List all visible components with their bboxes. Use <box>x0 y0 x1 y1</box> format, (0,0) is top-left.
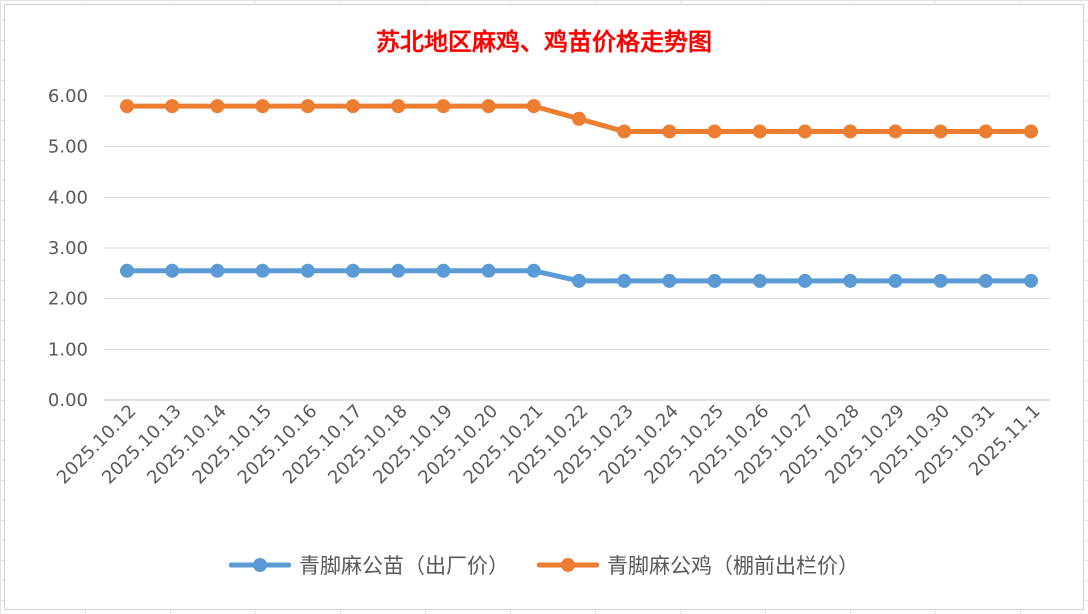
data-point <box>978 124 993 139</box>
data-point <box>662 124 677 139</box>
data-point <box>572 273 586 288</box>
legend-item-rooster: 青脚麻公鸡（棚前出栏价） <box>537 550 859 580</box>
data-point <box>210 99 225 114</box>
data-point <box>346 263 360 278</box>
chart-title: 苏北地区麻鸡、鸡苗价格走势图 <box>376 27 712 56</box>
data-point <box>798 124 812 139</box>
data-point <box>436 263 451 278</box>
data-point <box>843 273 858 288</box>
data-point <box>165 99 180 114</box>
data-point <box>346 99 360 114</box>
data-point <box>255 99 270 114</box>
data-point <box>526 99 541 114</box>
data-point <box>572 111 586 126</box>
data-point <box>707 273 722 288</box>
data-point <box>752 124 767 139</box>
data-point <box>617 273 632 288</box>
data-point <box>436 99 451 114</box>
legend-marker-chick <box>229 558 291 572</box>
data-point <box>300 263 315 278</box>
y-tick-label: 3.00 <box>48 238 88 259</box>
data-point <box>300 99 315 114</box>
data-point <box>1024 124 1038 139</box>
legend-label-rooster: 青脚麻公鸡（棚前出栏价） <box>607 554 859 578</box>
data-point <box>617 124 632 139</box>
y-tick-label: 6.00 <box>48 86 88 107</box>
y-tick-label: 2.00 <box>48 289 88 310</box>
legend: 青脚麻公苗（出厂价） 青脚麻公鸡（棚前出栏价） <box>0 550 1088 580</box>
data-point <box>662 273 677 288</box>
data-point <box>391 263 406 278</box>
data-point <box>707 124 722 139</box>
data-point <box>481 99 496 114</box>
data-point <box>165 263 180 278</box>
y-tick-label: 4.00 <box>48 187 88 208</box>
y-tick-label: 0.00 <box>48 390 88 411</box>
data-point <box>798 273 812 288</box>
legend-item-chick: 青脚麻公苗（出厂价） <box>229 550 509 580</box>
data-point <box>391 99 406 114</box>
data-point <box>255 263 270 278</box>
legend-marker-rooster <box>537 558 599 572</box>
data-point <box>526 263 541 278</box>
data-point <box>481 263 496 278</box>
data-point <box>843 124 858 139</box>
data-point <box>933 273 948 288</box>
data-point <box>888 124 903 139</box>
data-point <box>120 263 134 278</box>
data-point <box>978 273 993 288</box>
data-point <box>933 124 948 139</box>
data-point <box>752 273 767 288</box>
y-tick-label: 5.00 <box>48 137 88 158</box>
data-point <box>1024 273 1038 288</box>
data-point <box>210 263 225 278</box>
legend-label-chick: 青脚麻公苗（出厂价） <box>299 554 509 578</box>
data-point <box>120 99 134 114</box>
data-point <box>888 273 903 288</box>
y-tick-label: 1.00 <box>48 339 88 360</box>
